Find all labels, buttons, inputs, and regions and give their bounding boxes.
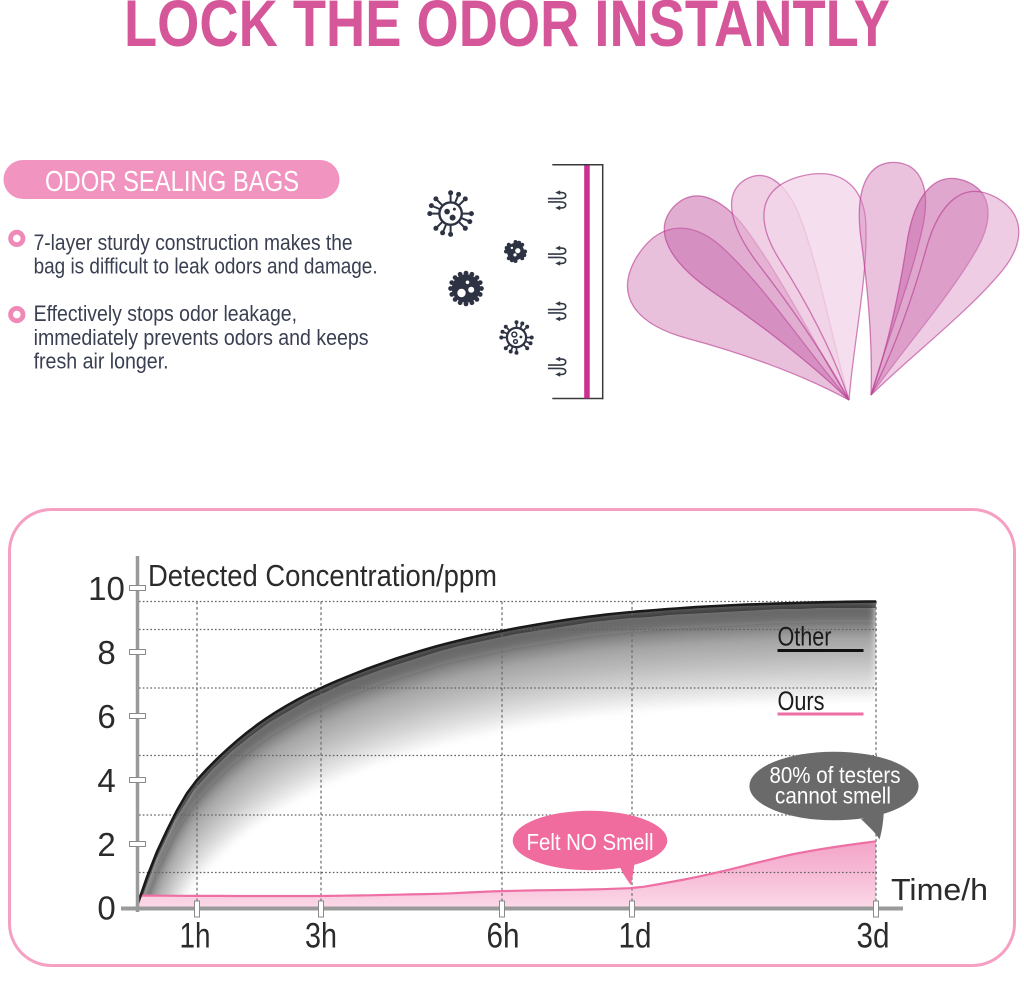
svg-text:cannot smell: cannot smell <box>775 783 891 809</box>
svg-text:3d: 3d <box>857 917 890 956</box>
svg-text:6h: 6h <box>487 917 520 956</box>
svg-text:8: 8 <box>97 634 115 671</box>
svg-text:10: 10 <box>88 570 125 607</box>
svg-text:0: 0 <box>97 890 115 927</box>
svg-text:4: 4 <box>97 762 115 799</box>
svg-text:Felt NO Smell: Felt NO Smell <box>527 829 654 855</box>
svg-text:6: 6 <box>97 698 115 735</box>
svg-text:3h: 3h <box>305 917 337 956</box>
svg-text:Other: Other <box>778 622 832 652</box>
svg-text:immediately prevents odors and: immediately prevents odors and keeps <box>34 325 369 350</box>
svg-text:80% of testers: 80% of testers <box>770 762 901 788</box>
svg-text:fresh air longer.: fresh air longer. <box>34 349 169 374</box>
svg-text:7-layer sturdy construction ma: 7-layer sturdy construction makes the <box>34 230 353 255</box>
svg-text:Detected Concentration/ppm: Detected Concentration/ppm <box>148 558 497 593</box>
svg-text:Ours: Ours <box>778 686 825 716</box>
svg-text:LOCK THE ODOR INSTANTLY: LOCK THE ODOR INSTANTLY <box>124 0 890 60</box>
svg-text:Time/h: Time/h <box>891 872 988 907</box>
svg-text:Effectively stops odor leakage: Effectively stops odor leakage, <box>34 301 297 326</box>
svg-text:2: 2 <box>97 826 115 863</box>
svg-text:bag is difficult to leak odors: bag is difficult to leak odors and damag… <box>34 254 378 279</box>
svg-text:1h: 1h <box>180 917 211 956</box>
svg-text:ODOR SEALING BAGS: ODOR SEALING BAGS <box>45 166 299 198</box>
svg-text:1d: 1d <box>619 917 652 956</box>
